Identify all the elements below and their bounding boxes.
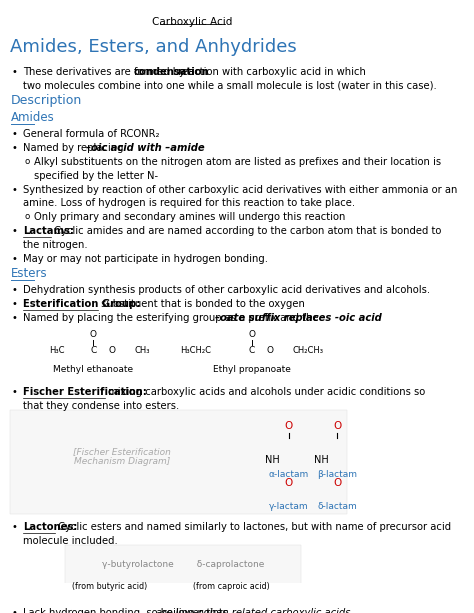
Text: C: C (249, 346, 255, 355)
Text: (from butyric acid): (from butyric acid) (72, 582, 147, 590)
Text: •: • (11, 286, 17, 295)
Text: molecule included.: molecule included. (23, 536, 118, 546)
Text: Synthesized by reaction of other carboxylic acid derivatives with either ammonia: Synthesized by reaction of other carboxy… (23, 185, 457, 194)
Text: Lactams:: Lactams: (23, 226, 74, 236)
Text: Amides: Amides (10, 112, 55, 124)
Text: Named by placing the esterifying group as a prefix and the: Named by placing the esterifying group a… (23, 313, 321, 323)
Text: β-lactam: β-lactam (317, 470, 357, 479)
Text: O: O (108, 346, 115, 355)
Text: reaction with carboxylic acid in which: reaction with carboxylic acid in which (175, 67, 366, 77)
Text: •: • (11, 226, 17, 236)
Text: γ-lactam: γ-lactam (269, 502, 309, 511)
Text: the nitrogen.: the nitrogen. (23, 240, 87, 250)
Text: O: O (266, 346, 273, 355)
Text: Carboxylic Acid: Carboxylic Acid (153, 17, 233, 27)
Text: CH₂CH₃: CH₂CH₃ (292, 346, 324, 355)
Text: –oic acid with –amide: –oic acid with –amide (86, 143, 205, 153)
Text: NH: NH (314, 455, 328, 465)
Text: Named by replacing: Named by replacing (23, 143, 127, 153)
Text: amine. Loss of hydrogen is required for this reaction to take place.: amine. Loss of hydrogen is required for … (23, 199, 355, 208)
Text: [Fischer Esterification
Mechanism Diagram]: [Fischer Esterification Mechanism Diagra… (73, 447, 171, 466)
Text: mixing carboxylic acids and alcohols under acidic conditions so: mixing carboxylic acids and alcohols und… (105, 387, 425, 397)
Text: that they condense into esters.: that they condense into esters. (23, 401, 179, 411)
Text: Fischer Esterification:: Fischer Esterification: (23, 387, 146, 397)
Text: condensation: condensation (133, 67, 209, 77)
Text: O: O (284, 478, 292, 488)
Text: These derivatives are formed by a: These derivatives are formed by a (23, 67, 197, 77)
Text: Lack hydrogen bonding, so boiling points: Lack hydrogen bonding, so boiling points (23, 607, 231, 613)
Text: O: O (248, 330, 255, 339)
Text: Description: Description (10, 94, 82, 107)
Text: O: O (333, 421, 341, 431)
Text: Amides, Esters, and Anhydrides: Amides, Esters, and Anhydrides (10, 38, 297, 56)
Text: •: • (11, 67, 17, 77)
Text: α-lactam: α-lactam (268, 470, 309, 479)
Text: May or may not participate in hydrogen bonding.: May or may not participate in hydrogen b… (23, 254, 268, 264)
Text: Alkyl substituents on the nitrogen atom are listed as prefixes and their locatio: Alkyl substituents on the nitrogen atom … (34, 157, 441, 167)
Text: substituent that is bonded to the oxygen: substituent that is bonded to the oxygen (98, 299, 305, 310)
Text: specified by the letter N-: specified by the letter N- (34, 171, 158, 181)
Text: O: O (284, 421, 292, 431)
Text: H₃CH₂C: H₃CH₂C (180, 346, 211, 355)
Text: Esterification Group:: Esterification Group: (23, 299, 140, 310)
Text: o: o (24, 157, 30, 166)
Text: CH₃: CH₃ (134, 346, 150, 355)
Text: •: • (11, 387, 17, 397)
Text: Only primary and secondary amines will undergo this reaction: Only primary and secondary amines will u… (34, 212, 346, 223)
FancyBboxPatch shape (65, 545, 301, 600)
Text: δ-lactam: δ-lactam (318, 502, 357, 511)
Text: •: • (11, 522, 17, 532)
Text: two molecules combine into one while a small molecule is lost (water in this cas: two molecules combine into one while a s… (23, 80, 437, 90)
Text: Esters: Esters (10, 267, 47, 280)
Text: •: • (11, 313, 17, 323)
Text: Ethyl propanoate: Ethyl propanoate (213, 365, 291, 373)
Text: •: • (11, 143, 17, 153)
Text: O: O (90, 330, 97, 339)
Text: General formula of RCONR₂: General formula of RCONR₂ (23, 129, 159, 139)
Text: –oate suffix replaces -oic acid: –oate suffix replaces -oic acid (215, 313, 382, 323)
Text: H₃C: H₃C (49, 346, 65, 355)
Text: Lactones:: Lactones: (23, 522, 77, 532)
Text: O: O (333, 478, 341, 488)
Text: •: • (11, 299, 17, 310)
Text: •: • (11, 185, 17, 194)
Text: Methyl ethanoate: Methyl ethanoate (54, 365, 134, 373)
Text: (from caproic acid): (from caproic acid) (193, 582, 270, 590)
Text: o: o (24, 212, 30, 221)
Text: C: C (91, 346, 97, 355)
FancyBboxPatch shape (10, 409, 347, 514)
Text: Cyclic amides and are named according to the carbon atom that is bonded to: Cyclic amides and are named according to… (51, 226, 442, 236)
Text: •: • (11, 129, 17, 139)
Text: Dehydration synthesis products of other carboxylic acid derivatives and alcohols: Dehydration synthesis products of other … (23, 286, 430, 295)
Text: •: • (11, 607, 17, 613)
Text: NH: NH (265, 455, 280, 465)
Text: •: • (11, 254, 17, 264)
Text: Cyclic esters and named similarly to lactones, but with name of precursor acid: Cyclic esters and named similarly to lac… (55, 522, 451, 532)
Text: γ-butyrolactone        δ-caprolactone: γ-butyrolactone δ-caprolactone (102, 560, 264, 569)
Text: are lower than related carboxylic acids.: are lower than related carboxylic acids. (156, 607, 354, 613)
